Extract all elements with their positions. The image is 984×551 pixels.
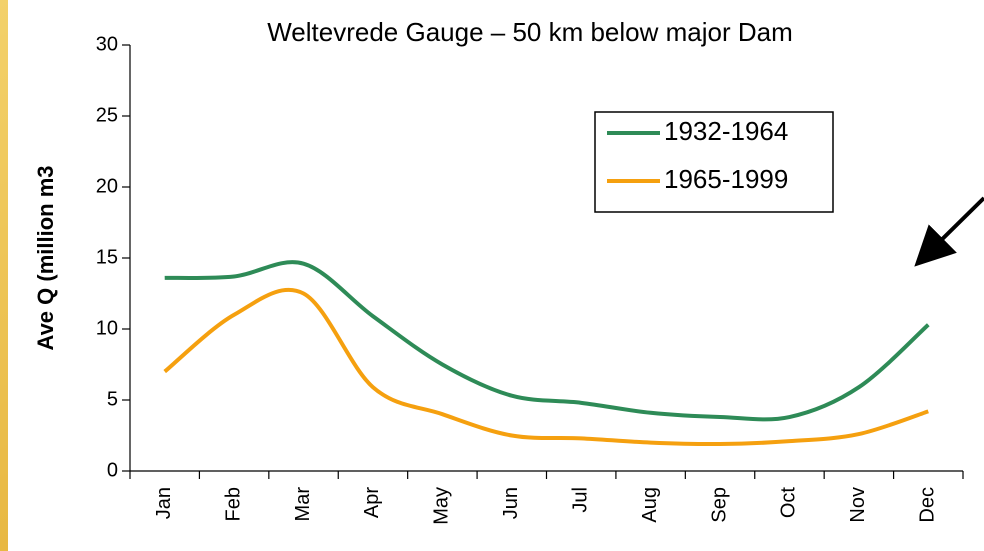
chart-area	[8, 0, 984, 551]
x-tick-label: Oct	[778, 487, 800, 519]
plot: 0 5 10 15 20 25 30 Jan Feb Mar Apr May Jun Jul Aug Sep O…	[96, 33, 964, 525]
x-tick-label: Jan	[153, 487, 175, 519]
series-line	[164, 260, 930, 422]
x-tick-label: Apr	[361, 487, 383, 518]
x-tick-label: Dec	[917, 487, 939, 523]
y-tick-label: 5	[107, 388, 118, 410]
legend-label: 1965-1999	[664, 164, 788, 194]
arrow	[914, 196, 984, 267]
x-tick-label: Nov	[847, 487, 869, 523]
x-tick-label: Mar	[292, 487, 314, 522]
x-tick-label: Sep	[708, 487, 730, 523]
y-tick-label: 20	[96, 175, 118, 197]
x-tick-label: Jul	[569, 487, 591, 513]
y-tick-label: 10	[96, 317, 118, 339]
y-tick-label: 0	[107, 459, 118, 481]
x-tick-label: Feb	[222, 487, 244, 521]
x-tick-label: Jun	[500, 487, 522, 519]
chart-title: Weltevrede Gauge – 50 km below major Dam	[267, 17, 793, 47]
y-tick-label: 30	[96, 33, 118, 55]
series-line	[163, 287, 929, 447]
x-tick-label: May	[431, 487, 453, 525]
y-tick-label: 15	[96, 246, 118, 268]
x-tick-label: Aug	[639, 487, 661, 523]
legend-label: 1932-1964	[664, 116, 788, 146]
legend	[594, 111, 834, 213]
y-axis-label: Ave Q (million m3	[33, 165, 58, 350]
y-tick-label: 25	[96, 104, 118, 126]
